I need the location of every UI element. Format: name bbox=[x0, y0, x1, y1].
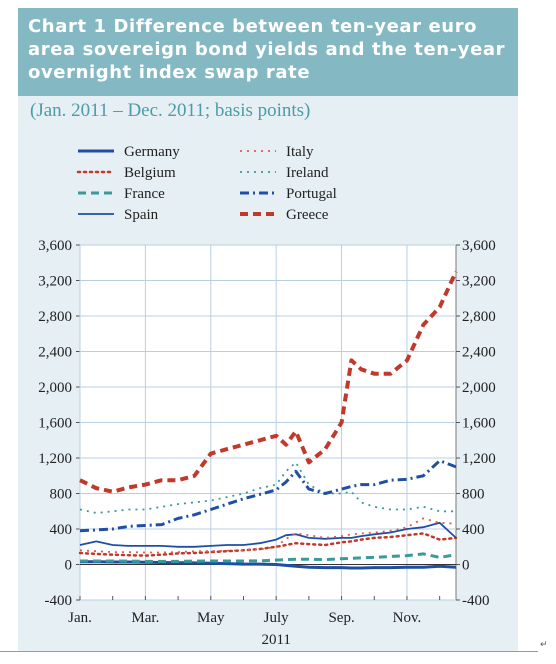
chart-subtitle: (Jan. 2011 – Dec. 2011; basis points) bbox=[30, 100, 311, 121]
series-line-france bbox=[80, 552, 457, 563]
y-tick-label-right: 2,000 bbox=[462, 380, 496, 396]
chart-plot: -400 -400 0 0 400 400 800 800 1,200 1,200 1,600 1,6… bbox=[38, 144, 496, 648]
y-tick-label-left: 400 bbox=[50, 522, 73, 538]
y-tick-label-left: -400 bbox=[45, 593, 73, 609]
legend-label-france: France bbox=[124, 186, 165, 202]
y-tick-label-right: 800 bbox=[462, 487, 485, 503]
y-tick-label-left: 2,000 bbox=[38, 380, 72, 396]
series-line-belgium bbox=[78, 532, 458, 557]
return-mark-icon: ↵ bbox=[540, 640, 548, 650]
y-tick-label-left: 1,600 bbox=[38, 416, 72, 432]
x-axis-label: 2011 bbox=[261, 632, 290, 648]
legend-label-greece: Greece bbox=[286, 207, 329, 223]
legend-label-ireland: Ireland bbox=[286, 165, 329, 181]
y-tick-label-left: 0 bbox=[65, 558, 73, 574]
y-tick-label-left: 2,400 bbox=[38, 345, 72, 361]
y-tick-label-right: 3,600 bbox=[462, 238, 496, 254]
y-tick-label-left: 3,200 bbox=[38, 274, 72, 290]
x-tick-label: Nov. bbox=[393, 610, 422, 626]
y-tick-label-right: 1,600 bbox=[462, 416, 496, 432]
legend-label-spain: Spain bbox=[124, 207, 159, 223]
x-tick-label: May bbox=[197, 610, 225, 626]
chart-title: Chart 1 Difference between ten-year euro… bbox=[28, 16, 506, 83]
y-tick-label-right: 2,400 bbox=[462, 345, 496, 361]
x-tick-label: July bbox=[264, 610, 290, 626]
legend-label-italy: Italy bbox=[286, 144, 314, 160]
chart-title-bar: Chart 1 Difference between ten-year euro… bbox=[18, 8, 518, 96]
y-tick-label-left: 3,600 bbox=[38, 238, 72, 254]
x-tick-label: Jan. bbox=[68, 610, 92, 626]
x-tick-label: Mar. bbox=[131, 610, 159, 626]
y-tick-label-left: 1,200 bbox=[38, 451, 72, 467]
series-line-spain bbox=[79, 521, 457, 548]
y-tick-label-right: 1,200 bbox=[462, 451, 496, 467]
y-tick-label-left: 2,800 bbox=[38, 309, 72, 325]
x-tick-label: Sep. bbox=[328, 610, 354, 626]
y-tick-label-right: 2,800 bbox=[462, 309, 496, 325]
legend-label-germany: Germany bbox=[124, 144, 180, 160]
series-line-greece bbox=[79, 270, 458, 494]
y-tick-label-right: 3,200 bbox=[462, 274, 496, 290]
page-rule bbox=[0, 651, 538, 652]
y-tick-label-right: -400 bbox=[462, 593, 490, 609]
chart-card: Chart 1 Difference between ten-year euro… bbox=[18, 8, 518, 652]
y-tick-label-left: 800 bbox=[50, 487, 73, 503]
y-tick-label-right: 0 bbox=[462, 558, 470, 574]
legend-label-portugal: Portugal bbox=[286, 186, 337, 202]
y-tick-label-right: 400 bbox=[462, 522, 485, 538]
legend-label-belgium: Belgium bbox=[124, 165, 176, 181]
